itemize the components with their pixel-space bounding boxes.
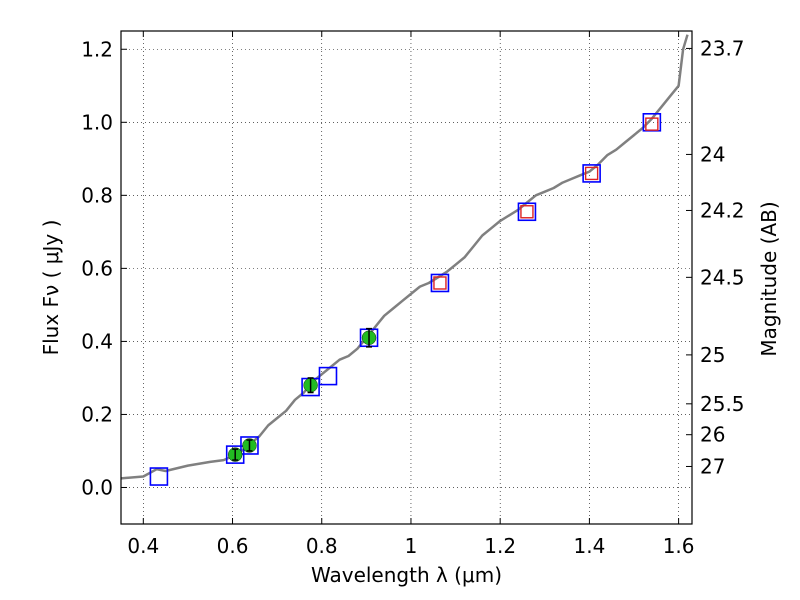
x-axis-title: Wavelength λ (μm)	[311, 563, 502, 587]
grid-layer	[121, 31, 692, 524]
y2-tick-label: 24.2	[700, 198, 745, 222]
y2-tick-label: 27	[700, 454, 725, 478]
x-tick-label: 1.6	[663, 534, 695, 558]
y2-tick-label: 24.5	[700, 265, 745, 289]
spectrum-line	[120, 34, 689, 480]
upper-limit-square	[433, 276, 447, 290]
model-photometry-square	[240, 436, 259, 455]
plot-frame	[120, 30, 693, 525]
y2-tick-label: 23.7	[700, 36, 745, 60]
series-layer	[120, 34, 689, 486]
y-tick-label: 1.0	[81, 110, 113, 134]
y2-tick-label: 25	[700, 343, 725, 367]
y2-tick-label: 24	[700, 142, 725, 166]
model-photometry-square	[430, 273, 450, 293]
y-tick-label: 0.2	[81, 402, 113, 426]
y2-tick-label: 26	[700, 423, 725, 447]
y-tick-label: 1.2	[81, 37, 113, 61]
axis-layer: 0.4 0.6 0.8 1 1.2 1.4 1.6 0.0 0.2 0.4 0.6 0.8 1.0 1.2…	[81, 31, 745, 558]
model-photometry-square	[582, 164, 601, 183]
upper-limit-square	[645, 117, 659, 131]
model-photometry-square	[149, 467, 169, 486]
y-tick-label: 0.8	[81, 183, 113, 207]
upper-limit-square	[584, 166, 599, 181]
y-axis-title: Flux Fν ( μJy )	[39, 220, 63, 356]
upper-limit-square	[520, 205, 534, 219]
x-tick-label: 0.6	[217, 534, 249, 558]
x-tick-label: 1.4	[573, 534, 605, 558]
y-tick-label: 0.0	[81, 475, 113, 499]
y2-tick-label: 25.5	[700, 392, 745, 416]
y2-axis-title: Magnitude (AB)	[757, 201, 781, 356]
model-photometry-square	[517, 202, 537, 222]
y-tick-label: 0.4	[81, 329, 113, 353]
x-tick-label: 1	[405, 534, 418, 558]
x-tick-label: 1.2	[484, 534, 516, 558]
x-tick-label: 0.4	[127, 534, 159, 558]
y-tick-label: 0.6	[81, 256, 113, 280]
x-tick-label: 0.8	[306, 534, 338, 558]
model-photometry-square	[318, 366, 338, 386]
